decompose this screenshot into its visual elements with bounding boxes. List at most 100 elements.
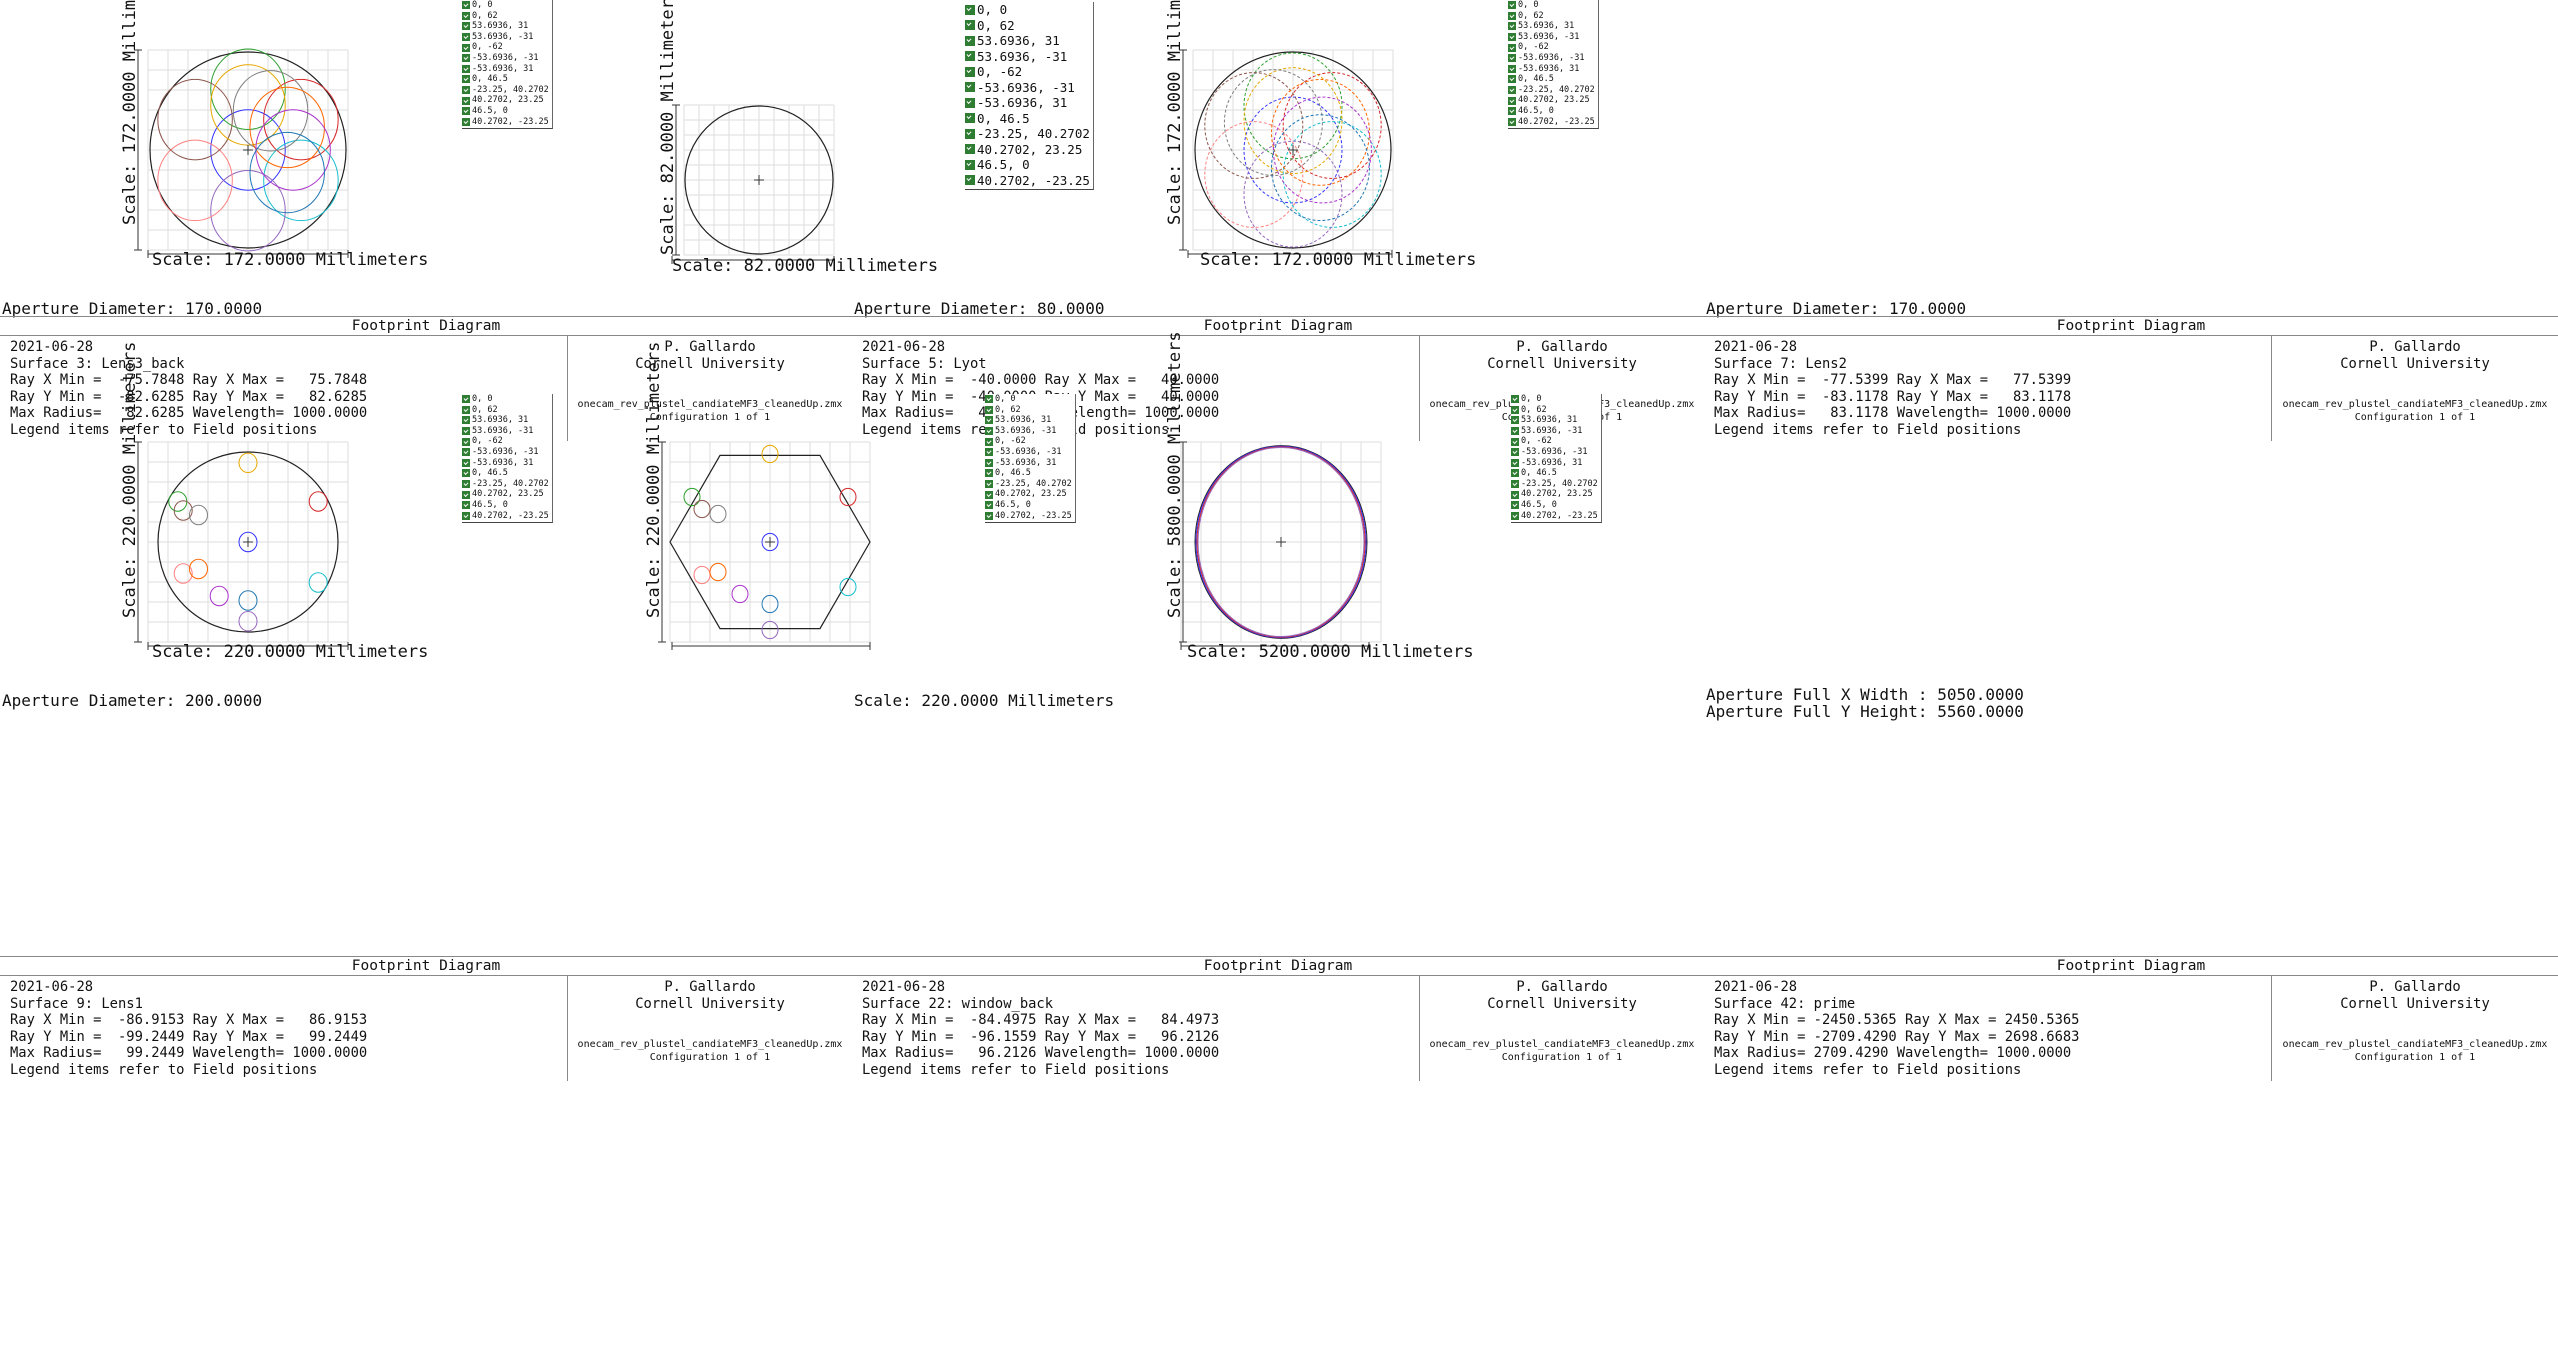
y-scale-label: Scale: 220.0000 Millimeters [644,341,664,618]
legend-check-icon [1508,96,1516,105]
legend-item: 40.2702, 23.25 [462,95,549,106]
aperture-line: Scale: 220.0000 Millimeters [854,691,1115,710]
legend-check-icon [462,448,470,457]
legend-check-icon [462,1,470,10]
field-footprint [761,444,779,464]
legend-item: 40.2702, -23.25 [462,117,549,128]
info-divider [1419,336,1420,441]
legend-label: 53.6936, 31 [472,21,529,32]
info-divider [2271,976,2272,1081]
info-box: Footprint Diagram 2021-06-28 Surface 22: w… [852,956,1704,1081]
legend-check-icon [1508,117,1516,126]
legend-label: 0, 62 [995,404,1021,415]
legend-item: -53.6936, -31 [985,447,1072,458]
legend-item: 53.6936, 31 [985,415,1072,426]
aperture-outline [149,51,347,249]
legend-check-icon [985,469,993,478]
info-date: 2021-06-28 [10,339,94,355]
legend-check-icon [1508,107,1516,116]
info-ray-x: Ray X Min = -84.4975 Ray X Max = 84.4973 [862,1012,1220,1029]
info-title: Footprint Diagram [852,957,1704,976]
field-footprint [308,491,328,512]
legend-check-icon [1508,64,1516,73]
legend-item: 53.6936, 31 [1511,415,1598,426]
legend-check-icon [462,511,470,520]
info-org: Cornell University [635,995,785,1012]
legend-item: -53.6936, 31 [985,458,1072,469]
legend-label: 40.2702, -23.25 [472,510,549,521]
field-legend: 0, 0 0, 62 53.6936, 31 53.6936, -31 0, -62 -5… [462,0,553,130]
legend-check-icon [985,427,993,436]
aperture-text: Aperture Full X Width : 5050.0000 Apertur… [1706,686,2024,720]
aperture-outline [1196,446,1366,638]
legend-item: -23.25, 40.2702 [462,85,549,96]
info-box: Footprint Diagram 2021-06-28 Surface 5: Ly… [852,316,1704,441]
info-surface: Surface 7: Lens2 [1714,355,1847,372]
info-author: P. Gallardo [1516,339,1608,355]
legend-item: -53.6936, 31 [1511,458,1598,469]
legend-label: 40.2702, -23.25 [977,172,1090,188]
legend-label: 53.6936, 31 [472,415,529,426]
field-footprint [157,78,233,161]
aperture-line: Aperture Full Y Height: 5560.0000 [1706,702,2024,721]
y-scale-label: Scale: 5800.0000 Millimeters [1165,331,1185,618]
field-footprint [157,139,233,222]
info-surface: Surface 5: Lyot [862,355,987,372]
field-legend: 0, 0 0, 62 53.6936, 31 53.6936, -31 0, -62 -5… [985,394,1076,524]
legend-label: 40.2702, 23.25 [472,95,544,106]
legend-item: 0, -62 [1511,436,1598,447]
legend-item: -23.25, 40.2702 [965,126,1090,142]
legend-check-icon [1511,427,1519,436]
legend-item: -53.6936, 31 [462,458,549,469]
field-legend: 0, 0 0, 62 53.6936, 31 53.6936, -31 0, -62 -5… [965,2,1094,190]
aperture-outline [1195,445,1367,639]
legend-check-icon [462,117,470,126]
legend-label: 40.2702, -23.25 [995,510,1072,521]
legend-check-icon [985,458,993,467]
legend-check-icon [462,405,470,414]
legend-item: 0, 0 [985,394,1072,405]
legend-item: -23.25, 40.2702 [985,479,1072,490]
legend-item: 0, 0 [1511,394,1598,405]
legend-item: 53.6936, 31 [965,33,1090,49]
plot-grid [683,104,835,256]
legend-item: 0, 46.5 [965,111,1090,127]
info-details: 2021-06-28 Surface 22: window_back Ray X M… [862,979,1219,1079]
info-file: onecam_rev_plustel_candiateMF3_cleanedUp… [577,399,843,411]
field-footprint [1270,78,1370,186]
aperture-text: Scale: 220.0000 Millimeters [854,692,1114,709]
legend-check-icon [462,54,470,63]
legend-label: 40.2702, 23.25 [472,489,544,500]
legend-item: 40.2702, 23.25 [965,142,1090,158]
info-ray-y: Ray Y Min = -83.1178 Ray Y Max = 83.1178 [1714,388,2072,405]
y-scale-label: Scale: 172.0000 Millimeters [1165,0,1185,225]
field-footprint [731,584,749,604]
y-scale-label: Scale: 82.0000 Millimeters [658,0,678,255]
field-footprint [210,48,286,130]
field-legend: 0, 0 0, 62 53.6936, 31 53.6936, -31 0, -62 -5… [1511,394,1602,524]
info-surface: Surface 9: Lens1 [10,995,143,1012]
info-org: Cornell University [2340,355,2490,372]
info-ray-y: Ray Y Min = -99.2449 Ray Y Max = 99.2449 [10,1028,368,1045]
info-config: Configuration 1 of 1 [649,412,771,424]
legend-check-icon [462,96,470,105]
legend-label: -53.6936, 31 [995,457,1057,468]
info-max-radius: Max Radius= 99.2449 Wavelength= 1000.000… [10,1045,368,1062]
y-scale-label: Scale: 172.0000 Millimeters [120,0,140,225]
aperture-text: Aperture Diameter: 170.0000 [1706,300,1966,317]
field-footprint [693,565,711,585]
legend-check-icon [965,35,975,46]
legend-item: 0, -62 [1508,42,1595,53]
info-max-radius: Max Radius= 2709.4290 Wavelength= 1000.0… [1714,1045,2072,1062]
info-divider [1419,976,1420,1081]
legend-check-icon [462,395,470,404]
info-ray-x: Ray X Min = -40.0000 Ray X Max = 40.0000 [862,372,1220,389]
legend-label: -53.6936, 31 [1518,63,1580,74]
legend-label: 46.5, 0 [977,157,1030,172]
legend-label: 53.6936, 31 [1518,21,1575,32]
aperture-text: Aperture Diameter: 80.0000 [854,300,1104,317]
legend-label: 53.6936, -31 [472,425,534,436]
